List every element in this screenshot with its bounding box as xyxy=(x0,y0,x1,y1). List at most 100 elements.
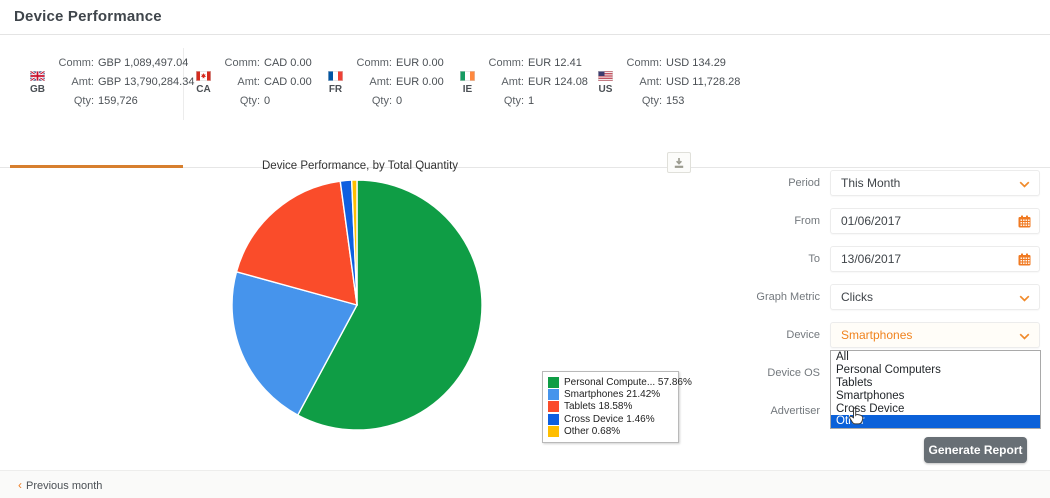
chart-legend: Personal Compute... 57.86% Smartphones 2… xyxy=(542,371,692,443)
calendar-icon xyxy=(1018,253,1031,266)
device-label: Device xyxy=(786,329,820,341)
legend-item: Tablets 18.58% xyxy=(548,401,673,413)
country-tab-ca[interactable]: CA Comm: CAD 0.00 Amt: CAD 0.00 Qty: 0 xyxy=(196,54,312,111)
generate-report-button[interactable]: Generate Report xyxy=(924,437,1027,463)
country-tabs-bar: GB Comm: GBP 1,089,497.04 Amt: GBP 13,790,2… xyxy=(0,46,1050,168)
flag-column: IE xyxy=(460,70,475,95)
device-value: Smartphones xyxy=(841,328,913,342)
legend-item: Personal Compute... 57.86% xyxy=(548,376,692,388)
country-stats: Comm: USD 134.29 Amt: USD 11,728.28 Qty: 153 xyxy=(622,54,741,111)
header-divider xyxy=(0,34,1050,35)
pie-slice-tablets[interactable] xyxy=(235,180,358,306)
chart-title: Device Performance, by Total Quantity xyxy=(262,160,459,172)
stat-line: Qty: 159,726 xyxy=(73,95,138,107)
legend-item: Other 0.68% xyxy=(548,426,673,438)
period-select[interactable]: This Month xyxy=(830,170,1040,196)
country-code: US xyxy=(598,83,613,95)
country-code: CA xyxy=(196,83,211,95)
flag-us-icon xyxy=(598,70,613,81)
dropdown-option-tablets[interactable]: Tablets xyxy=(836,376,873,389)
to-value: 13/06/2017 xyxy=(841,252,902,266)
device-select[interactable]: Smartphones xyxy=(830,322,1040,348)
flag-column: GB xyxy=(30,70,45,95)
calendar-icon xyxy=(1018,215,1031,228)
stat-line: Qty: 1 xyxy=(503,95,535,107)
country-tab-ie[interactable]: IE Comm: EUR 12.41 Amt: EUR 124.08 Qty: 1 xyxy=(460,54,588,111)
footer-strip xyxy=(0,470,1050,498)
stat-line: Comm: EUR 12.41 xyxy=(488,57,582,69)
legend-swatch-icon xyxy=(548,401,559,413)
flag-column: US xyxy=(598,70,613,95)
period-label: Period xyxy=(788,177,820,189)
previous-month-link[interactable]: ‹ Previous month xyxy=(18,478,102,492)
flag-ca-icon xyxy=(196,70,211,81)
flag-ie-icon xyxy=(460,70,475,81)
legend-label: Smartphones 21.42% xyxy=(564,389,661,401)
device-dropdown-list: All Personal Computers Tablets Smartphones C… xyxy=(830,350,1041,430)
chevron-down-icon xyxy=(1019,295,1030,302)
chevron-down-icon xyxy=(1019,181,1030,188)
stat-line: Amt: EUR 0.00 xyxy=(369,76,444,88)
graph-metric-value: Clicks xyxy=(841,290,873,304)
pie-slice-other[interactable] xyxy=(350,179,358,306)
country-tab-gb[interactable]: GB Comm: GBP 1,089,497.04 Amt: GBP 13,790,2… xyxy=(30,54,194,111)
period-value: This Month xyxy=(841,176,901,190)
dropdown-option-cross-device[interactable]: Cross Device xyxy=(836,402,905,415)
chevron-down-icon xyxy=(1019,333,1030,340)
country-stats: Comm: CAD 0.00 Amt: CAD 0.00 Qty: 0 xyxy=(220,54,312,111)
tabs-bottom-border xyxy=(0,167,1050,168)
legend-item: Smartphones 21.42% xyxy=(548,388,673,401)
country-stats: Comm: EUR 12.41 Amt: EUR 124.08 Qty: 1 xyxy=(484,54,588,111)
dropdown-option-all[interactable]: All xyxy=(836,351,849,363)
dropdown-option-personal-computers[interactable]: Personal Computers xyxy=(836,363,941,376)
flag-column: FR xyxy=(328,70,343,95)
legend-swatch-icon xyxy=(548,413,559,425)
graph-metric-label: Graph Metric xyxy=(756,291,820,303)
legend-label: Tablets 18.58% xyxy=(564,401,633,413)
pie-chart xyxy=(231,179,483,431)
dropdown-option-smartphones[interactable]: Smartphones xyxy=(836,389,905,402)
pie-slice-smartphones[interactable] xyxy=(231,270,359,417)
stat-line: Qty: 0 xyxy=(371,95,403,107)
chevron-left-icon: ‹ xyxy=(18,478,22,492)
legend-label: Personal Compute... 57.86% xyxy=(564,376,692,388)
stat-line: Amt: GBP 13,790,284.34 xyxy=(71,76,195,88)
stat-line: Amt: EUR 124.08 xyxy=(501,76,588,88)
country-code: FR xyxy=(328,83,343,95)
stat-line: Comm: CAD 0.00 xyxy=(224,57,312,69)
to-label: To xyxy=(808,253,820,265)
to-input[interactable]: 13/06/2017 xyxy=(830,246,1040,272)
stat-line: Comm: EUR 0.00 xyxy=(356,57,444,69)
legend-swatch-icon xyxy=(548,389,559,401)
flag-gb-icon xyxy=(30,70,45,81)
stat-line: Amt: CAD 0.00 xyxy=(237,76,312,88)
legend-item: Cross Device 1.46% xyxy=(548,413,673,425)
legend-swatch-icon xyxy=(548,426,559,438)
country-stats: Comm: GBP 1,089,497.04 Amt: GBP 13,790,284.… xyxy=(54,54,195,111)
previous-month-label: Previous month xyxy=(26,480,103,492)
legend-swatch-icon xyxy=(548,376,559,388)
from-input[interactable]: 01/06/2017 xyxy=(830,208,1040,234)
graph-metric-select[interactable]: Clicks xyxy=(830,284,1040,310)
stat-line: Qty: 0 xyxy=(239,95,271,107)
country-stats: Comm: EUR 0.00 Amt: EUR 0.00 Qty: 0 xyxy=(352,54,444,111)
dropdown-option-other[interactable]: Other xyxy=(831,415,1040,429)
from-value: 01/06/2017 xyxy=(841,214,902,228)
country-tab-fr[interactable]: FR Comm: EUR 0.00 Amt: EUR 0.00 Qty: 0 xyxy=(328,54,444,111)
chart-download-button[interactable] xyxy=(667,152,691,173)
country-code: GB xyxy=(30,83,45,95)
legend-label: Cross Device 1.46% xyxy=(564,413,655,425)
flag-column: CA xyxy=(196,70,211,95)
stat-line: Comm: GBP 1,089,497.04 xyxy=(58,57,189,69)
download-icon xyxy=(674,157,684,168)
active-tab-underline xyxy=(10,165,183,168)
pie-slice-personal-computers[interactable] xyxy=(296,179,483,431)
stat-line: Amt: USD 11,728.28 xyxy=(639,76,741,88)
flag-fr-icon xyxy=(328,70,343,81)
page-title: Device Performance xyxy=(14,8,162,25)
country-tab-us[interactable]: US Comm: USD 134.29 Amt: USD 11,728.28 Qty: 1… xyxy=(598,54,740,111)
country-code: IE xyxy=(462,83,473,95)
tab-separator xyxy=(183,48,184,120)
from-label: From xyxy=(794,215,820,227)
